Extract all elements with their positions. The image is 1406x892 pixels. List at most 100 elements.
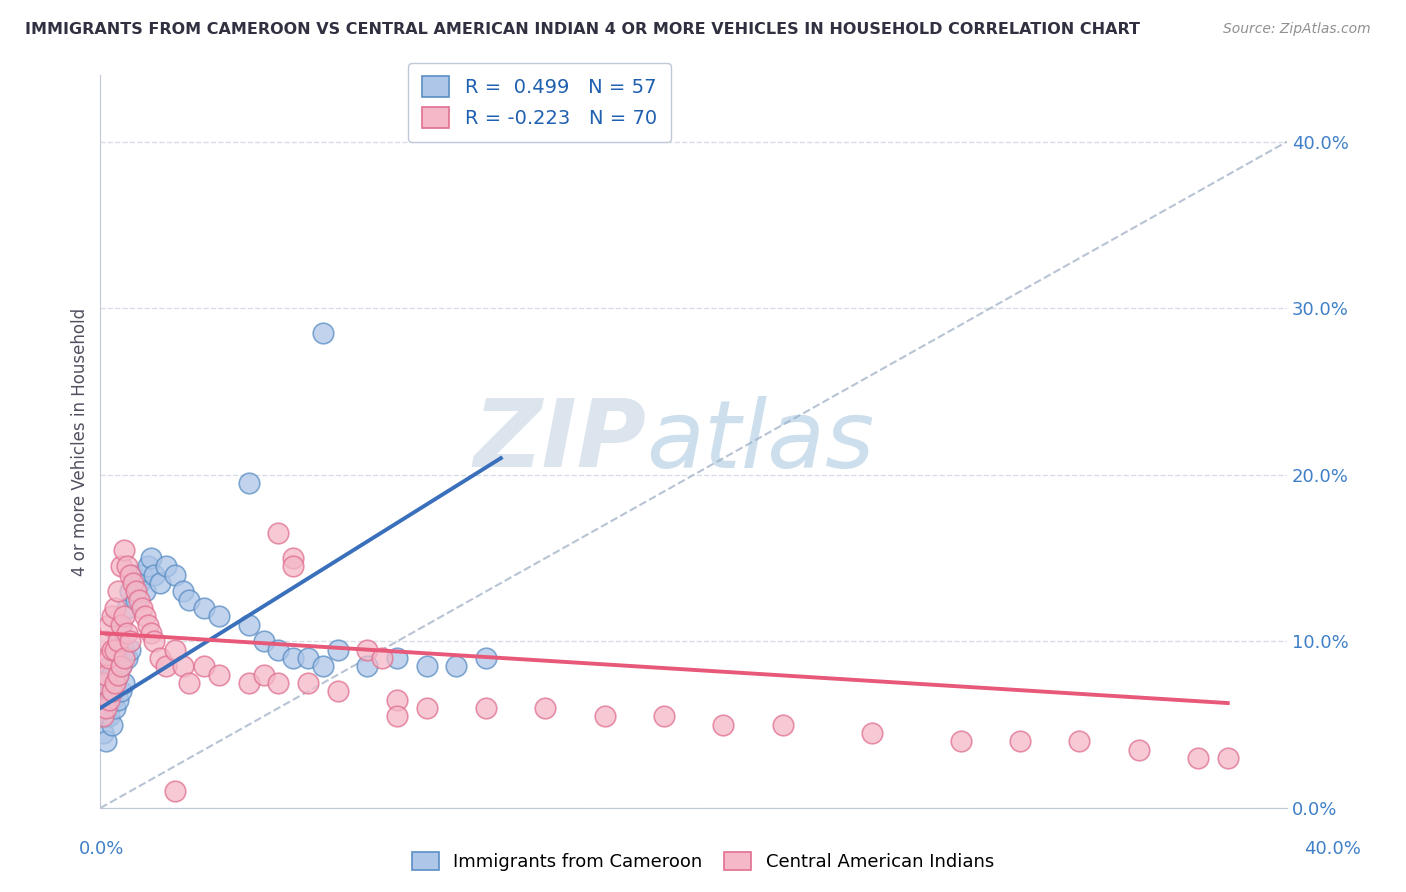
Legend: Immigrants from Cameroon, Central American Indians: Immigrants from Cameroon, Central Americ… [405, 845, 1001, 879]
Point [149, 576, 172, 591]
Point [107, 692, 129, 706]
Point [593, 709, 616, 723]
Point [238, 617, 260, 632]
Point [91, 676, 114, 690]
Point [385, 651, 408, 665]
Point [118, 642, 141, 657]
Point [172, 584, 194, 599]
Point [193, 601, 215, 615]
Point [104, 701, 127, 715]
Point [101, 642, 124, 657]
Point [860, 726, 883, 740]
Point [107, 584, 129, 599]
Point [98, 659, 121, 673]
Point [112, 609, 135, 624]
Point [283, 559, 305, 574]
Point [142, 634, 165, 648]
Text: Source: ZipAtlas.com: Source: ZipAtlas.com [1223, 22, 1371, 37]
Point [112, 542, 135, 557]
Point [104, 601, 127, 615]
Point [101, 684, 124, 698]
Point [115, 559, 138, 574]
Point [125, 584, 148, 599]
Legend: R =  0.499   N = 57, R = -0.223   N = 70: R = 0.499 N = 57, R = -0.223 N = 70 [408, 62, 671, 142]
Point [385, 692, 408, 706]
Point [118, 584, 141, 599]
Point [107, 667, 129, 681]
Point [125, 592, 148, 607]
Point [115, 626, 138, 640]
Point [326, 642, 349, 657]
Point [131, 601, 153, 615]
Point [172, 659, 194, 673]
Point [107, 634, 129, 648]
Text: 0.0%: 0.0% [79, 840, 124, 858]
Text: ZIP: ZIP [474, 395, 647, 488]
Point [1216, 751, 1239, 765]
Point [356, 659, 378, 673]
Point [122, 576, 145, 591]
Point [107, 634, 129, 648]
Point [208, 667, 231, 681]
Point [96, 734, 118, 748]
Point [297, 651, 319, 665]
Point [110, 617, 132, 632]
Point [356, 642, 378, 657]
Point [252, 634, 274, 648]
Point [163, 784, 186, 798]
Point [652, 709, 675, 723]
Point [104, 676, 127, 690]
Point [139, 626, 162, 640]
Point [238, 476, 260, 491]
Point [136, 559, 159, 574]
Point [1069, 734, 1091, 748]
Point [283, 551, 305, 566]
Point [101, 717, 124, 731]
Point [1187, 751, 1209, 765]
Point [98, 692, 121, 706]
Point [115, 601, 138, 615]
Point [91, 709, 114, 723]
Point [446, 659, 468, 673]
Point [91, 709, 114, 723]
Point [96, 701, 118, 715]
Point [208, 609, 231, 624]
Point [98, 684, 121, 698]
Point [326, 684, 349, 698]
Point [101, 667, 124, 681]
Point [534, 701, 557, 715]
Point [1128, 742, 1150, 756]
Point [949, 734, 972, 748]
Point [179, 676, 201, 690]
Point [96, 667, 118, 681]
Point [96, 692, 118, 706]
Point [252, 667, 274, 681]
Point [112, 676, 135, 690]
Point [142, 567, 165, 582]
Point [149, 651, 172, 665]
Point [96, 676, 118, 690]
Point [371, 651, 394, 665]
Point [112, 651, 135, 665]
Point [101, 692, 124, 706]
Point [772, 717, 794, 731]
Point [98, 709, 121, 723]
Point [110, 559, 132, 574]
Point [110, 659, 132, 673]
Point [128, 576, 150, 591]
Point [110, 617, 132, 632]
Point [163, 642, 186, 657]
Point [267, 676, 290, 690]
Point [91, 692, 114, 706]
Point [312, 659, 335, 673]
Point [139, 551, 162, 566]
Point [283, 651, 305, 665]
Point [122, 567, 145, 582]
Point [163, 567, 186, 582]
Point [104, 676, 127, 690]
Point [128, 592, 150, 607]
Point [91, 651, 114, 665]
Point [385, 709, 408, 723]
Point [98, 651, 121, 665]
Point [415, 701, 437, 715]
